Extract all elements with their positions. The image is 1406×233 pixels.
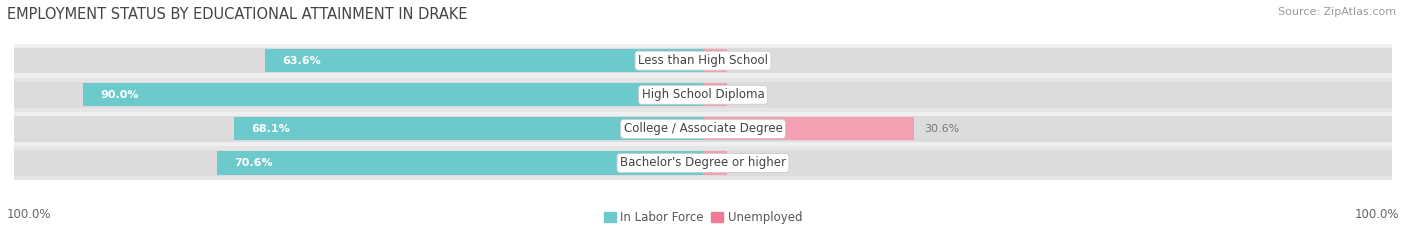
Legend: In Labor Force, Unemployed: In Labor Force, Unemployed	[599, 206, 807, 229]
Text: Source: ZipAtlas.com: Source: ZipAtlas.com	[1278, 7, 1396, 17]
Text: EMPLOYMENT STATUS BY EDUCATIONAL ATTAINMENT IN DRAKE: EMPLOYMENT STATUS BY EDUCATIONAL ATTAINM…	[7, 7, 468, 22]
Bar	[14, 116, 1392, 142]
Bar	[14, 146, 1392, 180]
Text: 90.0%: 90.0%	[100, 90, 139, 100]
Bar	[14, 150, 1392, 176]
Bar	[14, 112, 1392, 146]
Bar	[264, 49, 703, 72]
Bar	[217, 151, 703, 175]
Bar	[14, 44, 1392, 78]
Text: Bachelor's Degree or higher: Bachelor's Degree or higher	[620, 157, 786, 169]
Bar	[703, 49, 727, 72]
Text: High School Diploma: High School Diploma	[641, 88, 765, 101]
Text: 100.0%: 100.0%	[1354, 208, 1399, 221]
Text: 0.0%: 0.0%	[738, 158, 766, 168]
Bar	[14, 82, 1392, 108]
Text: 70.6%: 70.6%	[233, 158, 273, 168]
Text: 68.1%: 68.1%	[252, 124, 290, 134]
Text: 0.0%: 0.0%	[738, 56, 766, 66]
Text: Less than High School: Less than High School	[638, 54, 768, 67]
Text: 30.6%: 30.6%	[924, 124, 959, 134]
Bar	[83, 83, 703, 106]
Bar	[703, 83, 727, 106]
Text: 63.6%: 63.6%	[283, 56, 321, 66]
Bar	[14, 78, 1392, 112]
Bar	[233, 117, 703, 140]
Text: College / Associate Degree: College / Associate Degree	[624, 122, 782, 135]
Bar	[703, 117, 914, 140]
Text: 0.0%: 0.0%	[738, 90, 766, 100]
Bar	[703, 151, 727, 175]
Text: 100.0%: 100.0%	[7, 208, 52, 221]
Bar	[14, 48, 1392, 73]
